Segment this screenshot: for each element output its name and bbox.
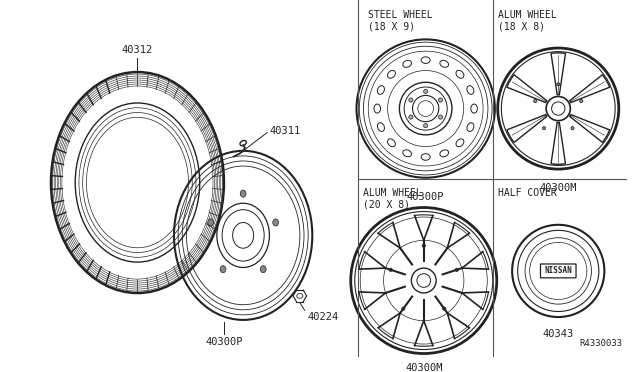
Circle shape <box>424 124 428 128</box>
Text: 40300M: 40300M <box>540 183 577 193</box>
Text: 40300M: 40300M <box>405 363 442 372</box>
Ellipse shape <box>220 266 226 273</box>
Text: 40312: 40312 <box>122 45 153 55</box>
Text: 40224: 40224 <box>307 312 339 322</box>
Text: R4330033: R4330033 <box>580 339 623 348</box>
Ellipse shape <box>260 266 266 273</box>
Text: 40300P: 40300P <box>205 337 243 347</box>
Circle shape <box>438 115 442 119</box>
Circle shape <box>557 83 560 86</box>
Text: STEEL WHEEL
(18 X 9): STEEL WHEEL (18 X 9) <box>368 10 433 31</box>
Circle shape <box>402 307 405 310</box>
Ellipse shape <box>240 190 246 197</box>
Circle shape <box>543 126 545 130</box>
Text: 40311: 40311 <box>269 126 300 136</box>
Circle shape <box>571 126 574 130</box>
Circle shape <box>389 268 392 272</box>
Text: 40343: 40343 <box>543 328 574 339</box>
Ellipse shape <box>273 219 278 226</box>
Circle shape <box>438 98 442 102</box>
Text: 40300P: 40300P <box>407 192 444 202</box>
Text: NISSAN: NISSAN <box>545 266 572 275</box>
Text: ALUM WHEEL
(18 X 8): ALUM WHEEL (18 X 8) <box>498 10 556 31</box>
Circle shape <box>409 98 413 102</box>
Circle shape <box>534 100 537 103</box>
Circle shape <box>424 89 428 93</box>
Ellipse shape <box>208 219 214 226</box>
Circle shape <box>455 268 458 272</box>
Circle shape <box>409 115 413 119</box>
Circle shape <box>443 307 446 310</box>
Circle shape <box>422 244 426 247</box>
Text: HALF COVER: HALF COVER <box>498 188 556 198</box>
Text: ALUM WHEEL
(20 X 8): ALUM WHEEL (20 X 8) <box>364 188 422 210</box>
Circle shape <box>580 100 583 103</box>
